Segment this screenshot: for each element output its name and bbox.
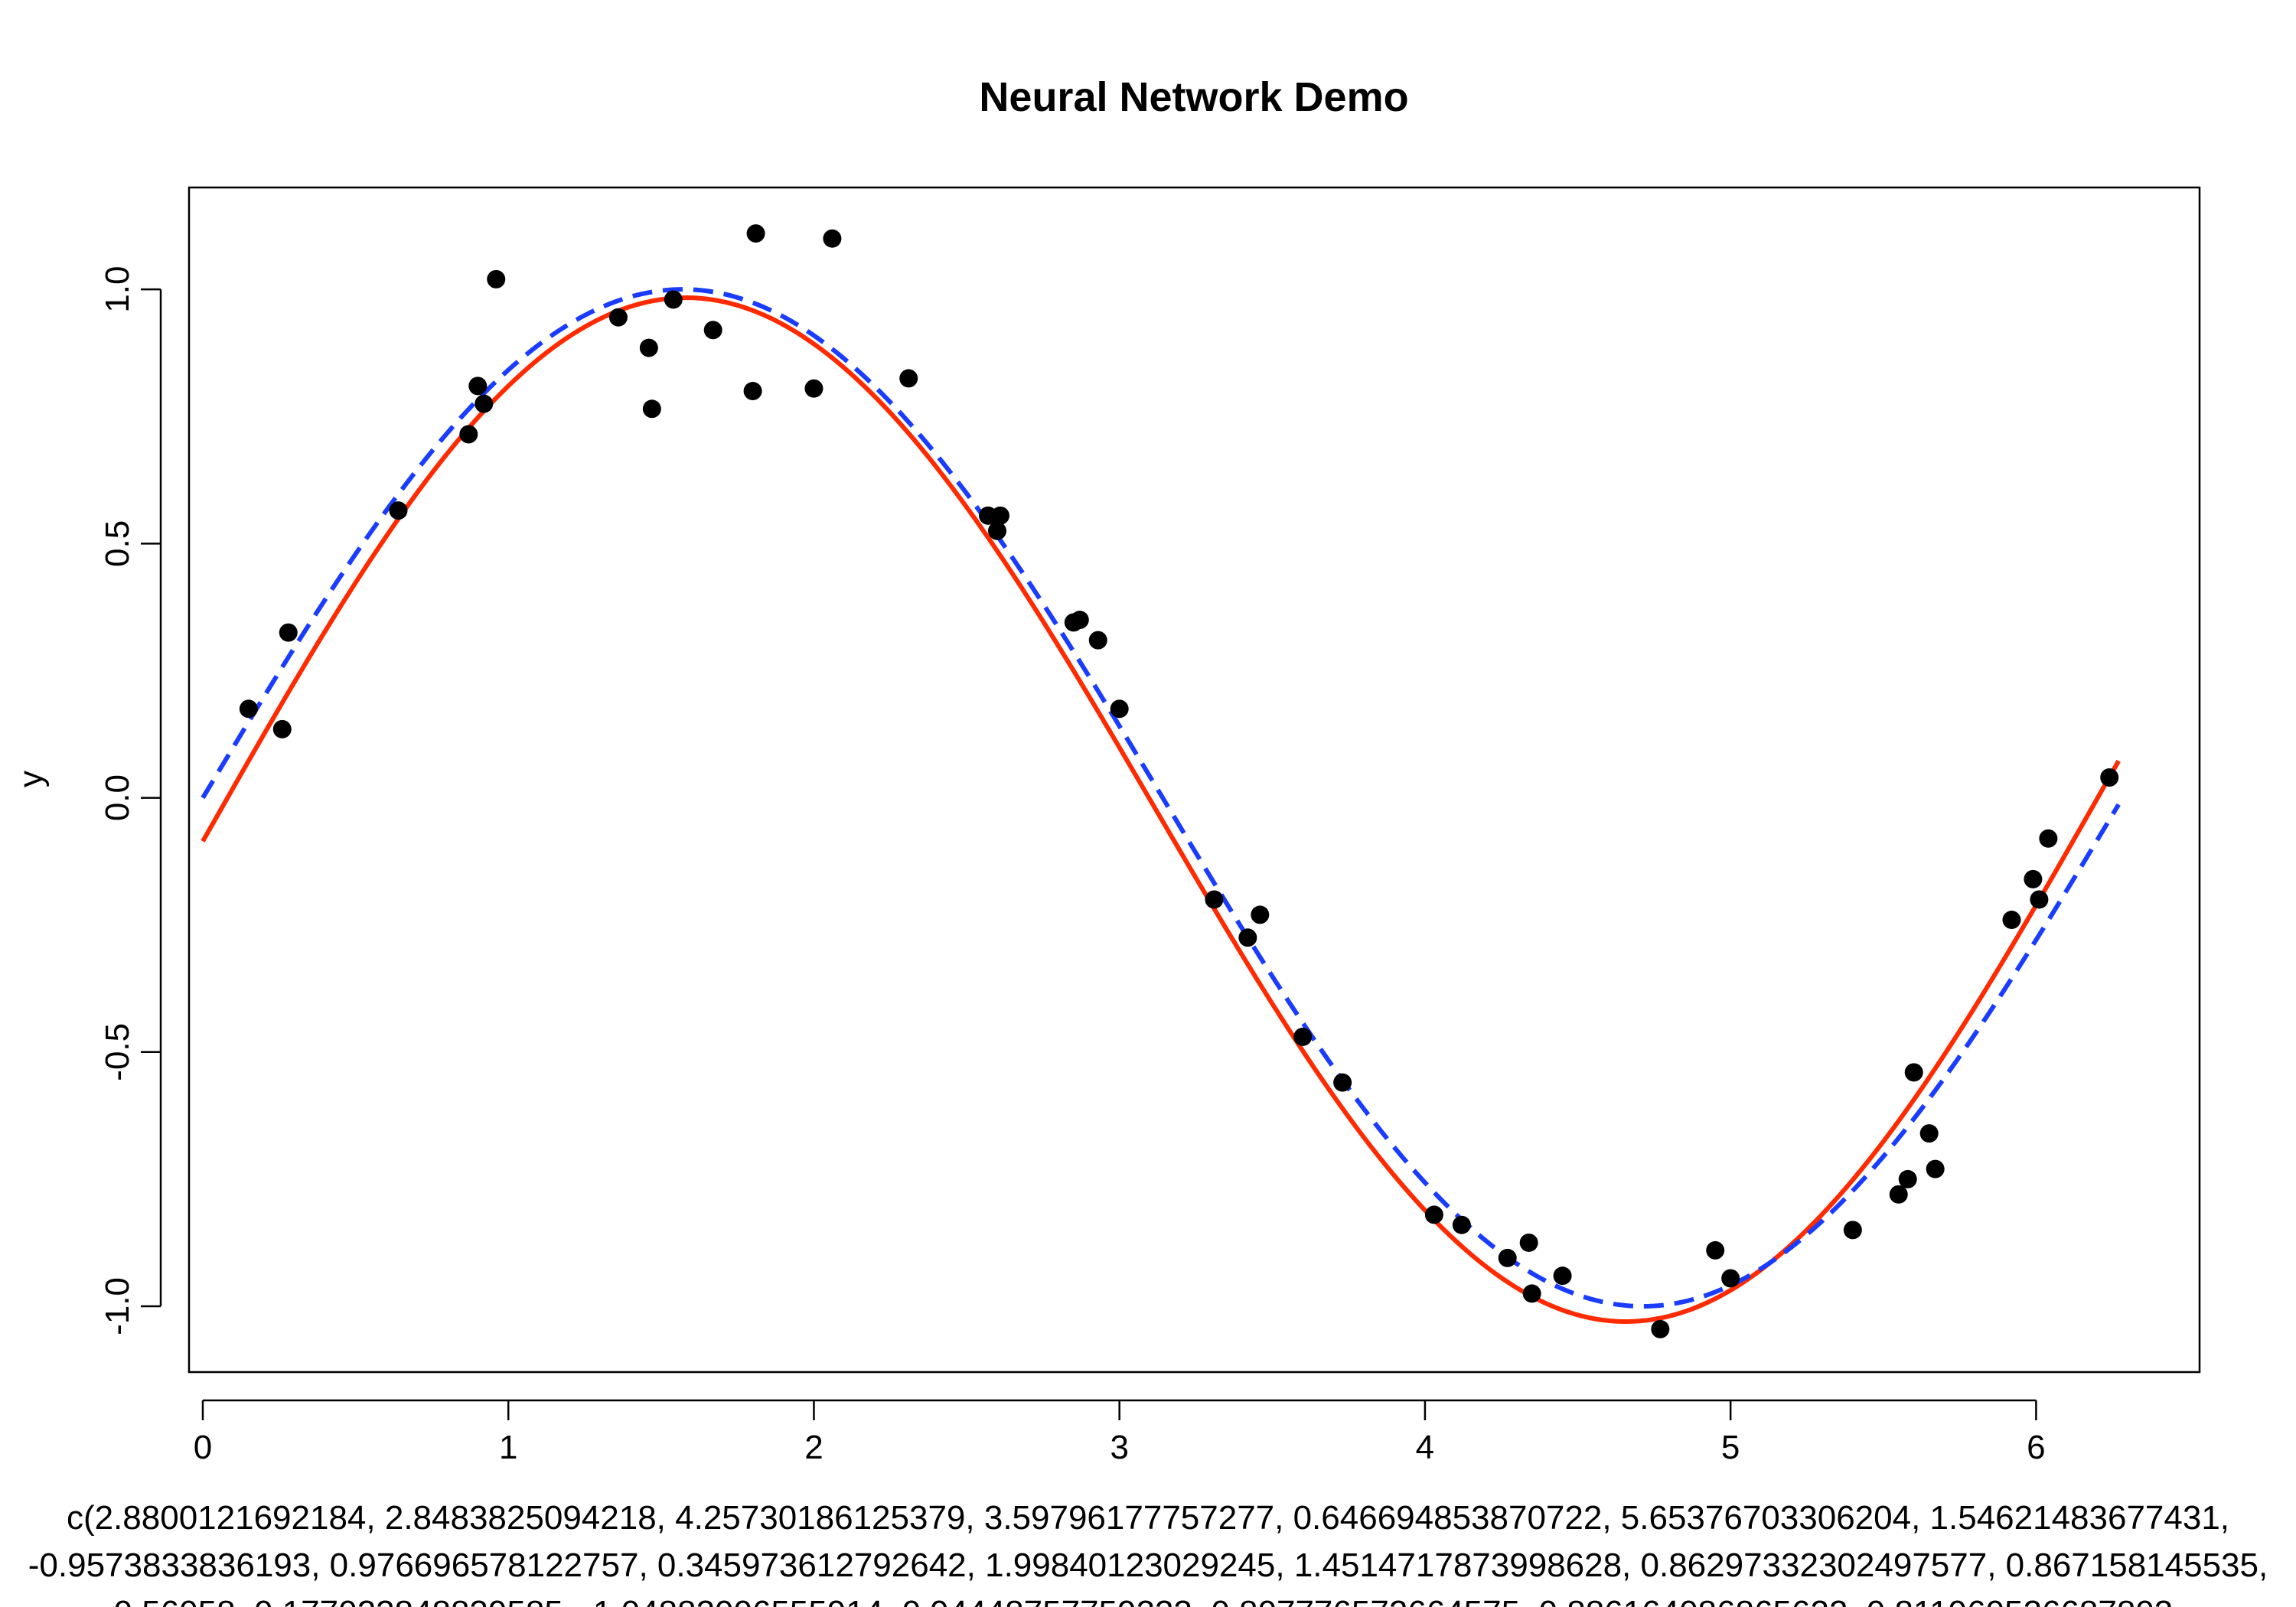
data-point — [2024, 869, 2043, 888]
y-axis-label: y — [12, 771, 50, 787]
data-point — [2030, 890, 2049, 909]
x-tick-label: 3 — [1110, 1429, 1128, 1466]
plot-frame — [188, 186, 2201, 1374]
data-point — [1522, 1284, 1541, 1303]
data-point — [1424, 1205, 1443, 1224]
data-point — [1452, 1215, 1471, 1234]
data-point — [1333, 1073, 1352, 1092]
x-axis-label-line: 0.56058, 0.177023848839585, -1.048820065… — [114, 1594, 2183, 1607]
data-point — [1889, 1185, 1908, 1204]
x-tick-label: 6 — [2027, 1429, 2045, 1466]
data-point — [1238, 928, 1257, 947]
data-point — [1651, 1319, 1670, 1338]
data-point — [1843, 1221, 1862, 1240]
x-tick-label: 2 — [804, 1429, 823, 1466]
data-point — [2100, 768, 2119, 787]
data-point — [475, 394, 494, 413]
x-tick-label: 1 — [499, 1429, 517, 1466]
true-function-line — [201, 287, 2121, 1309]
data-point — [1110, 699, 1129, 719]
y-tick-label: 1.0 — [99, 266, 136, 313]
chart-title: Neural Network Demo — [979, 74, 1408, 120]
data-point — [703, 321, 722, 340]
data-point — [239, 699, 258, 719]
data-point — [1293, 1027, 1313, 1046]
data-point — [823, 229, 842, 248]
y-tick-label: 0.5 — [99, 520, 136, 567]
y-tick-label: -1.0 — [99, 1277, 136, 1335]
data-point — [1919, 1124, 1939, 1143]
x-tick-label: 4 — [1416, 1429, 1434, 1466]
data-point — [1519, 1233, 1538, 1252]
x-axis-label-line: c(2.8800121692184, 2.8483825094218, 4.25… — [67, 1499, 2229, 1537]
data-point — [2002, 911, 2021, 930]
series-lines — [201, 287, 2121, 1324]
data-point — [1721, 1269, 1740, 1288]
data-point — [2039, 829, 2058, 848]
data-point — [487, 269, 506, 288]
data-point — [1553, 1266, 1572, 1286]
data-point — [272, 719, 292, 738]
data-point — [1088, 631, 1107, 650]
data-point — [1926, 1159, 1945, 1178]
data-point — [1205, 890, 1224, 909]
data-points — [239, 224, 2119, 1338]
data-point — [804, 379, 823, 398]
x-axis: 0 1 2 3 4 5 6 — [194, 1399, 2046, 1466]
data-point — [639, 338, 658, 357]
fitted-line — [201, 295, 2121, 1324]
data-point — [664, 290, 683, 309]
x-axis-label-line: -0.9573833836193, 0.976696578122757, 0.3… — [28, 1547, 2268, 1584]
data-point — [1498, 1248, 1517, 1267]
data-point — [899, 369, 918, 388]
data-point — [1251, 905, 1270, 924]
y-tick-label: 0.0 — [99, 774, 136, 821]
data-point — [1898, 1169, 1917, 1188]
data-point — [468, 376, 488, 396]
data-point — [279, 623, 298, 642]
data-point — [389, 501, 408, 520]
data-point — [642, 399, 661, 419]
data-point — [459, 425, 478, 444]
data-point — [1706, 1240, 1725, 1260]
data-point — [990, 506, 1009, 525]
data-point — [987, 521, 1006, 540]
x-tick-label: 5 — [1721, 1429, 1740, 1466]
data-point — [1904, 1063, 1923, 1082]
data-point — [743, 382, 762, 401]
data-point — [1070, 611, 1089, 630]
x-tick-label: 0 — [194, 1429, 212, 1466]
data-point — [746, 224, 765, 243]
x-axis-label: c(2.8800121692184, 2.8483825094218, 4.25… — [28, 1499, 2268, 1607]
y-tick-label: -0.5 — [99, 1023, 136, 1081]
data-point — [608, 308, 628, 327]
y-axis: -1.0 -0.5 0.0 0.5 1.0 — [99, 266, 162, 1335]
